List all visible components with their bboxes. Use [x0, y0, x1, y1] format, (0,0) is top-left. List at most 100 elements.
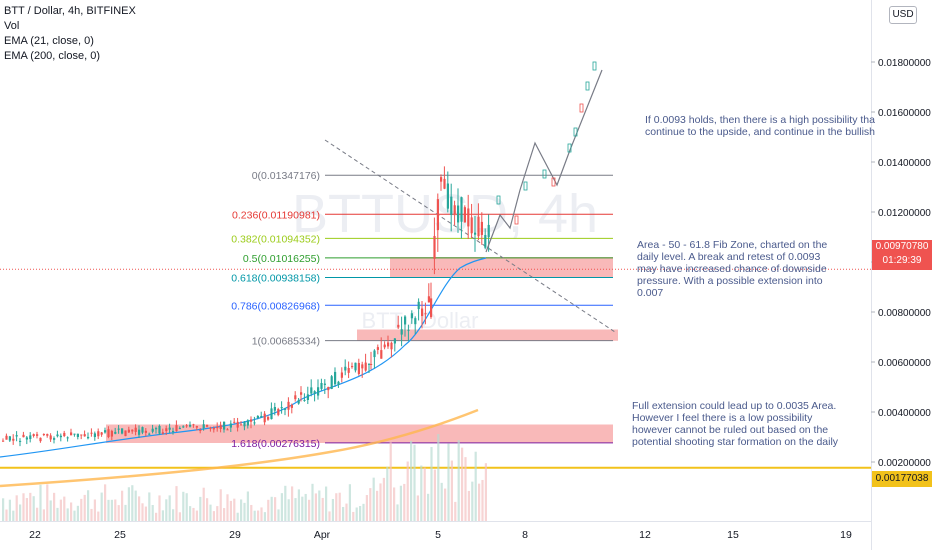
volume-bar: [66, 508, 69, 521]
volume-bar: [471, 481, 474, 521]
volume-bar: [342, 506, 345, 521]
candle-body: [42, 434, 45, 436]
candle-body: [63, 432, 66, 437]
candle-body: [70, 432, 73, 436]
volume-bar: [359, 506, 362, 521]
candle-body: [73, 433, 76, 435]
volume-bar: [212, 511, 215, 521]
volume-bar: [155, 512, 158, 521]
volume-bar: [277, 509, 280, 521]
volume-bar: [345, 503, 348, 521]
trend-line: [324, 139, 616, 333]
candle-body: [433, 236, 436, 259]
projected-candle: [573, 127, 578, 137]
candle-body: [66, 437, 69, 439]
candle-body: [202, 424, 205, 429]
volume-bar: [141, 503, 144, 521]
candle-body: [144, 430, 147, 433]
volume-bar: [236, 512, 239, 521]
candle-body: [127, 429, 130, 433]
candle-body: [107, 429, 110, 438]
note-upside-line2: continue to the upside, and continue in …: [645, 126, 875, 138]
volume-bar: [19, 504, 22, 521]
volume-bar: [49, 500, 52, 521]
volume-bar: [15, 495, 18, 521]
volume-bar: [444, 488, 447, 521]
candle-body: [39, 437, 42, 442]
projected-candle: [567, 143, 572, 153]
volume-bar: [447, 443, 450, 521]
volume-bar: [410, 440, 413, 521]
candle-body: [155, 428, 158, 430]
candle-body: [233, 421, 236, 423]
candle-body: [246, 420, 249, 426]
volume-bar: [202, 487, 205, 521]
candle-body: [290, 404, 293, 408]
volume-bar: [386, 466, 389, 521]
candle-body: [436, 199, 439, 231]
legend-vol[interactable]: Vol: [4, 20, 20, 32]
volume-bar: [2, 498, 5, 521]
volume-bar: [399, 485, 402, 521]
volume-bar: [284, 485, 287, 521]
candle-body: [124, 430, 127, 437]
fib-label: 0.786(0.00826968): [231, 300, 320, 312]
candle-body: [337, 381, 340, 385]
volume-bar: [195, 510, 198, 521]
volume-bar: [467, 490, 470, 521]
volume-bar: [257, 510, 260, 521]
candle-body: [440, 177, 443, 182]
candle-body: [185, 425, 188, 427]
candle-body: [297, 400, 300, 404]
fib-label: 0.382(0.01094352): [231, 233, 320, 245]
candle-body: [19, 440, 22, 442]
candle-body: [484, 234, 487, 248]
candle-body: [151, 428, 154, 432]
candle-body: [477, 216, 480, 237]
volume-bar: [226, 494, 229, 521]
volume-bar: [376, 490, 379, 521]
candle-body: [32, 434, 35, 436]
candle-body: [370, 363, 373, 365]
legend-ema21[interactable]: EMA (21, close, 0): [4, 35, 94, 47]
candle-body: [424, 313, 427, 315]
candle-body: [347, 368, 350, 373]
volume-bar: [83, 494, 86, 521]
volume-bar: [56, 507, 59, 521]
volume-bar: [427, 493, 430, 521]
volume-bar: [372, 477, 375, 521]
candle-body: [161, 432, 164, 434]
currency-button[interactable]: USD: [889, 6, 917, 24]
candle-body: [90, 432, 93, 434]
volume-bar: [379, 483, 382, 521]
volume-bar: [274, 497, 277, 521]
candle-body: [446, 183, 449, 209]
projected-candle: [523, 181, 528, 191]
candle-body: [263, 413, 266, 423]
current-price-value: 0.00970780: [875, 241, 929, 252]
candle-body: [393, 338, 396, 344]
legend-ema200[interactable]: EMA (200, close, 0): [4, 50, 100, 62]
support-price-tag: 0.00177038: [872, 471, 932, 487]
candle-body: [97, 431, 100, 437]
volume-bar: [151, 504, 154, 521]
candle-body: [340, 372, 343, 378]
volume-bar: [199, 496, 202, 521]
volume-bar: [291, 486, 294, 521]
candle-body: [56, 434, 59, 437]
candle-body: [357, 362, 360, 374]
volume-bar: [233, 498, 236, 521]
candle-body: [453, 205, 456, 215]
volume-bar: [110, 499, 113, 521]
fib-label: 0.618(0.00938158): [231, 272, 320, 284]
symbol-title[interactable]: BTT / Dollar, 4h, BITFINEX: [4, 5, 136, 17]
volume-bar: [134, 490, 137, 521]
candle-body: [158, 425, 161, 434]
volume-bar: [321, 497, 324, 521]
candle-body: [175, 425, 178, 432]
volume-bar: [97, 511, 100, 521]
volume-bar: [308, 499, 311, 521]
volume-bar: [461, 447, 464, 521]
